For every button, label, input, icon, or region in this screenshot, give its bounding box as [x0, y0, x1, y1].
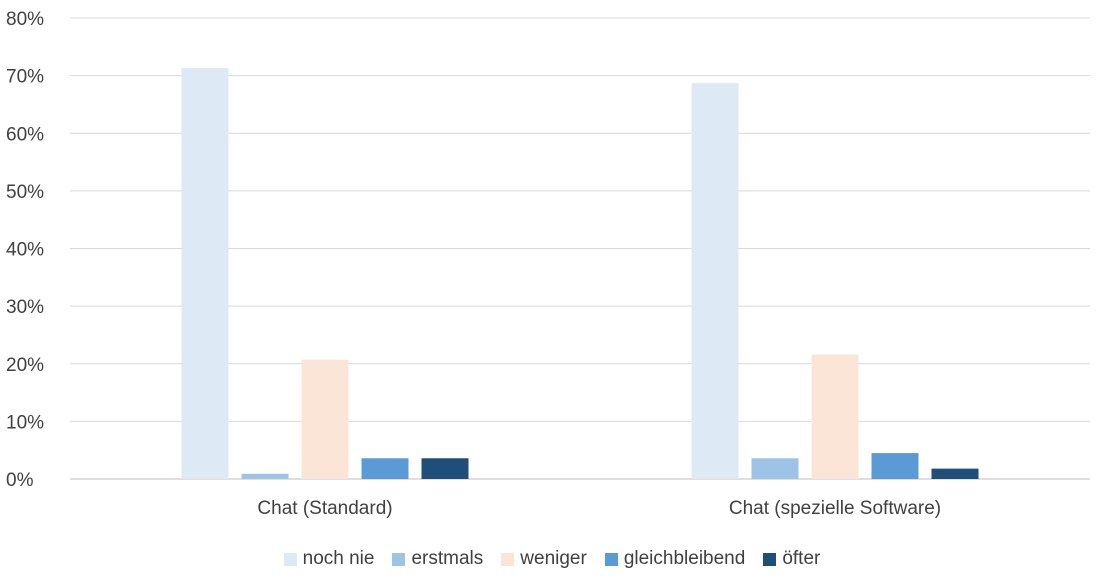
legend-swatch: [501, 552, 515, 566]
bar-chart-plot: 0% 10% 20% 30% 40% 50% 60% 70% 80% Chat (Standard…: [6, 9, 1090, 519]
y-tick-label: 20%: [6, 355, 44, 376]
bar: [241, 473, 289, 479]
legend-label: erstmals: [411, 548, 484, 569]
legend-label: noch nie: [302, 548, 375, 569]
legend-item: noch nie: [283, 548, 375, 570]
y-tick-label: 30%: [6, 297, 44, 318]
legend-item: erstmals: [392, 548, 483, 570]
legend-item: öfter: [763, 548, 820, 570]
y-tick-label: 60%: [6, 124, 44, 145]
bar: [181, 68, 229, 479]
legend-swatch: [763, 552, 777, 566]
x-tick-label: Chat (spezielle Software): [729, 498, 941, 519]
chart-legend: noch nie erstmals weniger gleichbleibend öft…: [0, 548, 1104, 570]
legend-label: weniger: [520, 548, 587, 569]
legend-swatch: [604, 552, 618, 566]
y-tick-label: 40%: [6, 240, 44, 261]
y-tick-label: 0%: [6, 470, 34, 491]
y-tick-label: 10%: [6, 412, 44, 433]
bar: [361, 458, 409, 479]
bar: [691, 83, 739, 480]
legend-item: weniger: [501, 548, 587, 570]
legend-item: gleichbleibend: [604, 548, 746, 570]
legend-swatch: [392, 552, 406, 566]
bar: [421, 458, 469, 479]
bar: [931, 468, 979, 479]
legend-label: gleichbleibend: [623, 548, 746, 569]
bar: [751, 458, 799, 479]
bar: [301, 359, 349, 479]
y-tick-label: 70%: [6, 67, 44, 88]
legend-swatch: [283, 552, 297, 566]
y-tick-label: 50%: [6, 182, 44, 203]
legend-label: öfter: [782, 548, 821, 569]
bar: [871, 453, 919, 479]
bar: [811, 354, 859, 479]
y-tick-label: 80%: [6, 9, 44, 30]
x-tick-label: Chat (Standard): [257, 498, 392, 519]
